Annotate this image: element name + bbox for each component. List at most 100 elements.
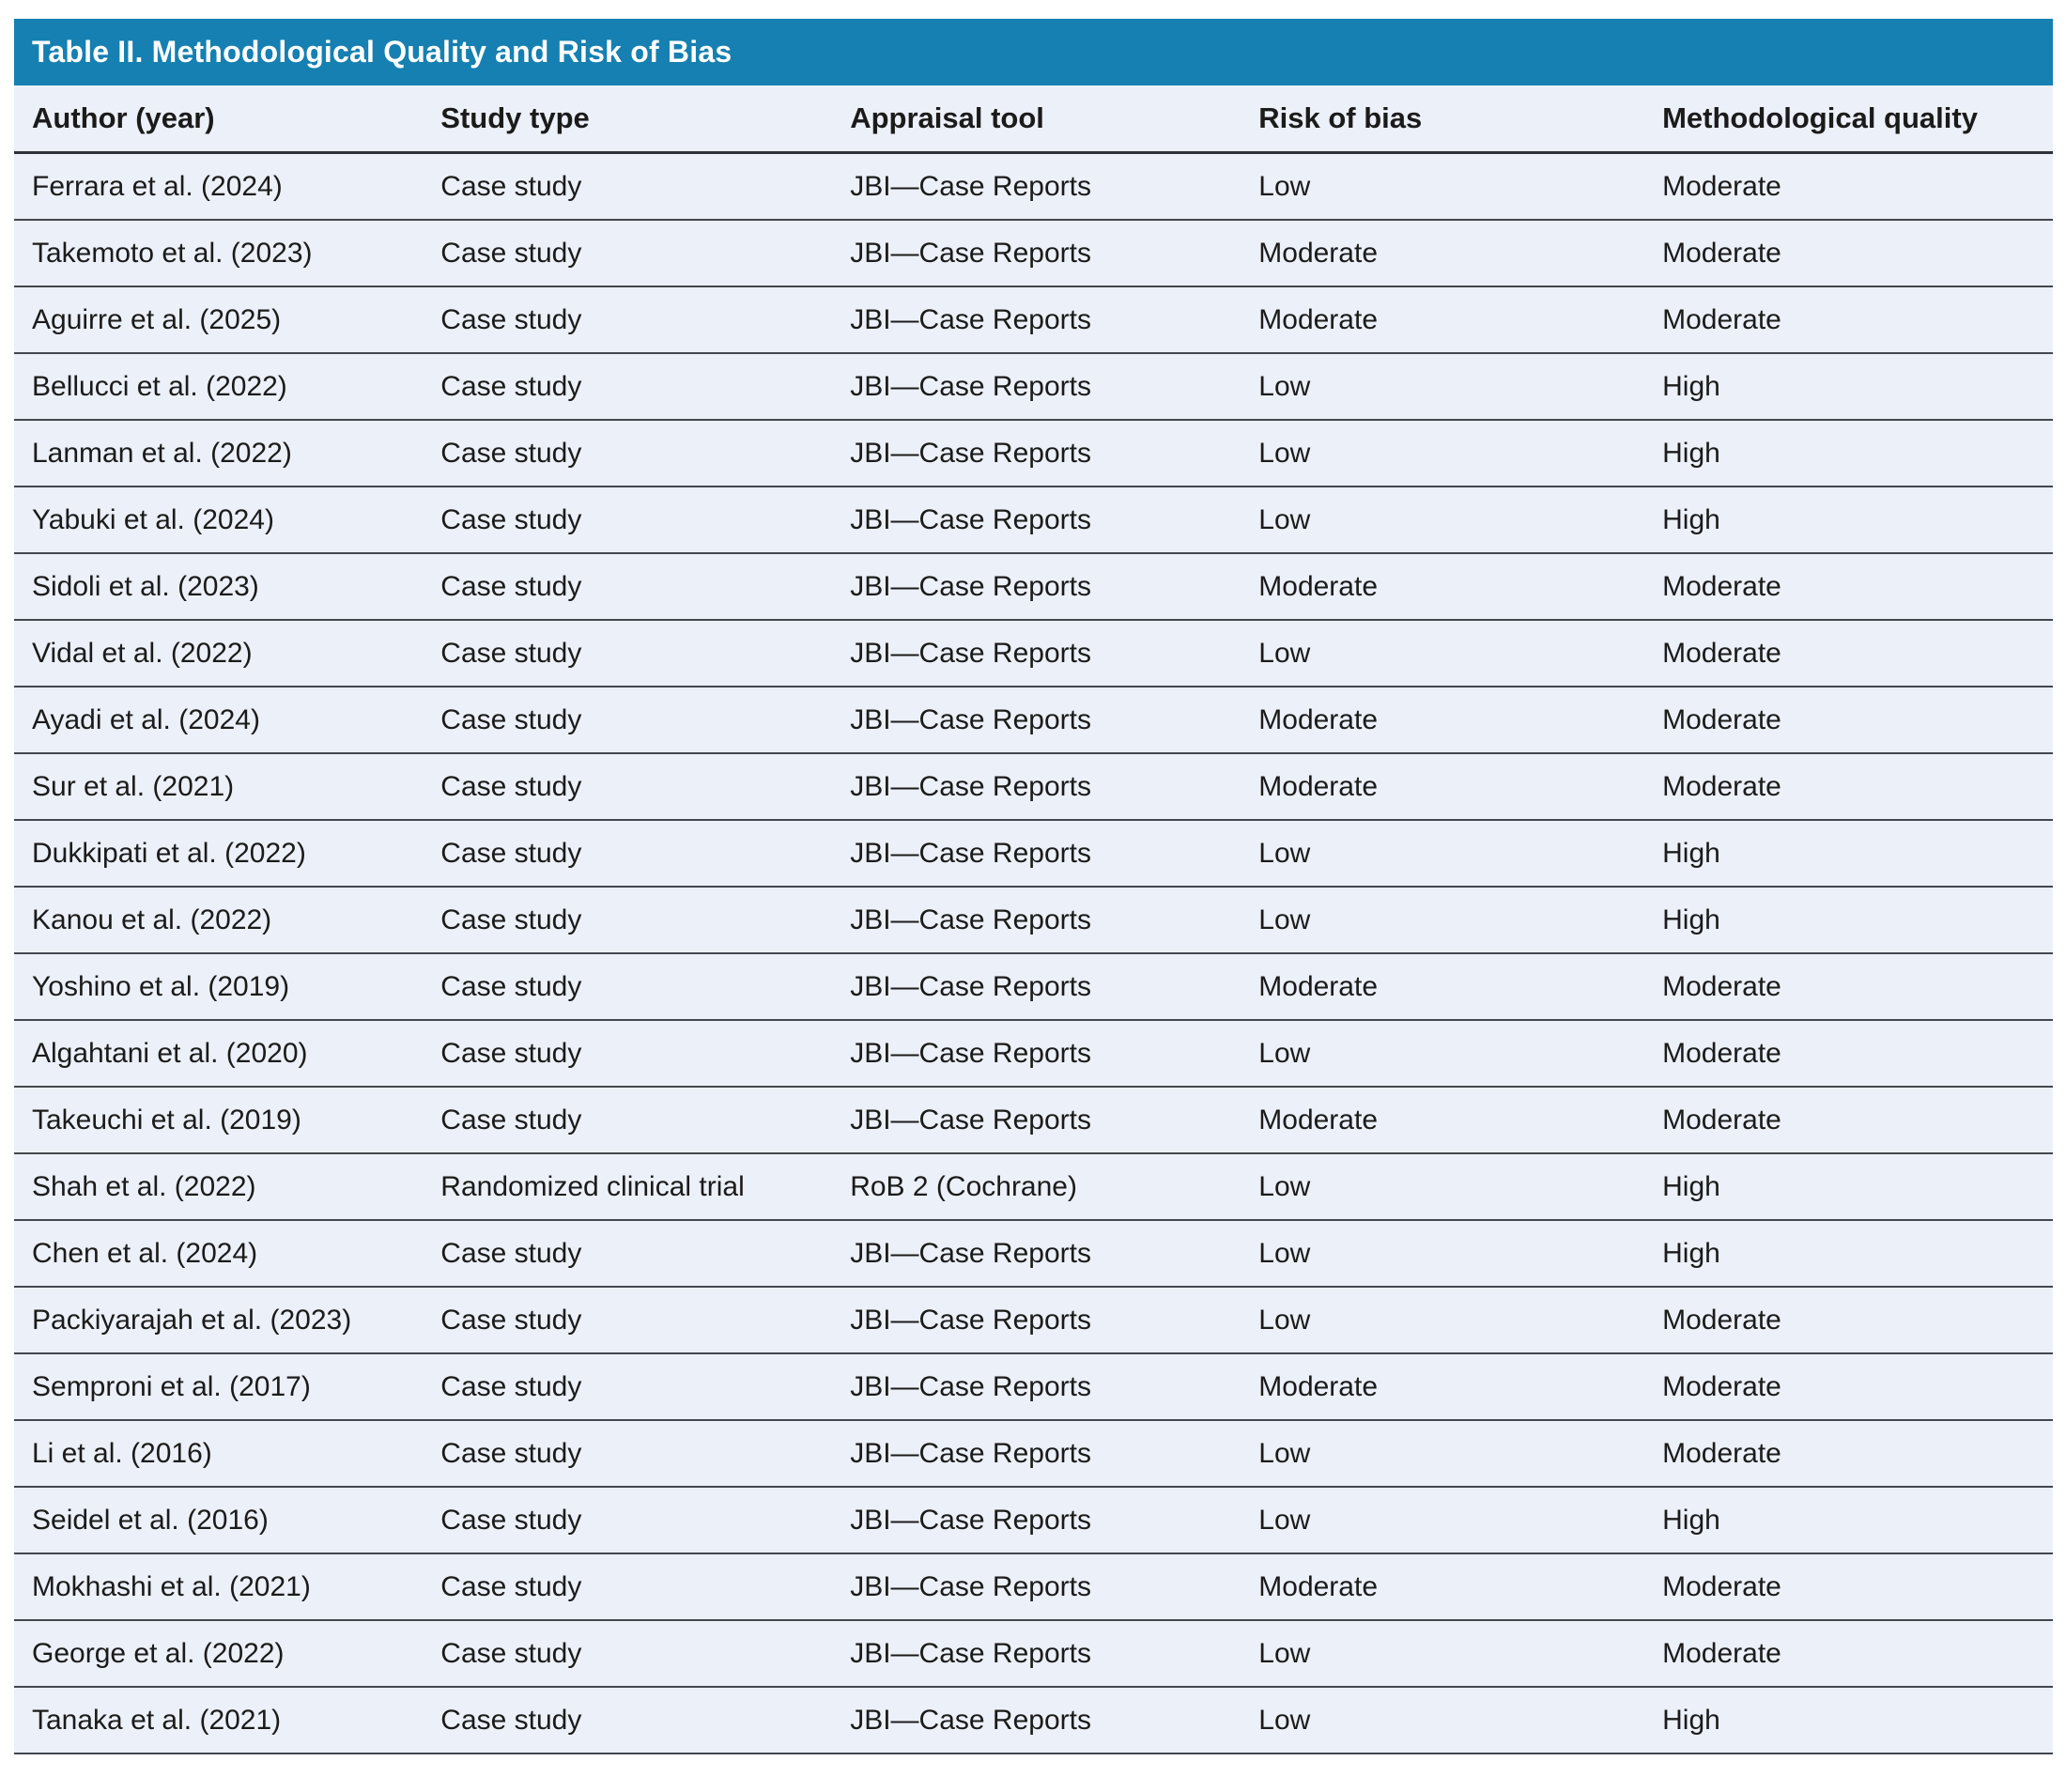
- quality-risk-table: Author (year) Study type Appraisal tool …: [14, 85, 2053, 1754]
- cell-risk-of-bias: Moderate: [1241, 1553, 1645, 1621]
- table-row: Takemoto et al. (2023) Case study JBI—Case…: [14, 220, 2053, 287]
- cell-risk-of-bias: Moderate: [1241, 553, 1645, 621]
- table-row: Ferrara et al. (2024) Case study JBI—Case …: [14, 152, 2053, 221]
- cell-risk-of-bias: Low: [1241, 887, 1645, 954]
- cell-risk-of-bias: Moderate: [1241, 1087, 1645, 1154]
- table-row: Takeuchi et al. (2019) Case study JBI—Case…: [14, 1087, 2053, 1154]
- cell-appraisal-tool: JBI—Case Reports: [832, 553, 1241, 621]
- cell-risk-of-bias: Low: [1241, 1620, 1645, 1688]
- cell-methodological-quality: Moderate: [1644, 1353, 2053, 1421]
- cell-risk-of-bias: Low: [1241, 1220, 1645, 1288]
- cell-author: Takemoto et al. (2023): [14, 220, 424, 287]
- cell-methodological-quality: High: [1644, 1687, 2053, 1754]
- cell-appraisal-tool: JBI—Case Reports: [832, 1620, 1241, 1688]
- table-row: Kanou et al. (2022) Case study JBI—Case Re…: [14, 887, 2053, 954]
- cell-appraisal-tool: JBI—Case Reports: [832, 1220, 1241, 1288]
- table-title-bar: Table II. Methodological Quality and Ris…: [14, 19, 2053, 85]
- col-header-author: Author (year): [14, 85, 424, 154]
- cell-author: Sur et al. (2021): [14, 753, 424, 821]
- cell-methodological-quality: Moderate: [1644, 687, 2053, 754]
- cell-author: Algahtani et al. (2020): [14, 1020, 424, 1088]
- cell-study-type: Case study: [423, 620, 833, 687]
- cell-methodological-quality: High: [1644, 1487, 2053, 1554]
- cell-author: Vidal et al. (2022): [14, 620, 424, 687]
- cell-methodological-quality: Moderate: [1644, 553, 2053, 621]
- cell-methodological-quality: Moderate: [1644, 1620, 2053, 1688]
- table-row: Packiyarajah et al. (2023) Case study JBI—…: [14, 1287, 2053, 1354]
- cell-appraisal-tool: JBI—Case Reports: [832, 887, 1241, 954]
- cell-appraisal-tool: JBI—Case Reports: [832, 1553, 1241, 1621]
- cell-methodological-quality: Moderate: [1644, 953, 2053, 1021]
- cell-study-type: Case study: [423, 1287, 833, 1354]
- cell-study-type: Case study: [423, 152, 833, 221]
- cell-risk-of-bias: Low: [1241, 152, 1645, 221]
- cell-methodological-quality: High: [1644, 887, 2053, 954]
- cell-study-type: Case study: [423, 753, 833, 821]
- col-header-study-type: Study type: [423, 85, 833, 154]
- cell-author: Shah et al. (2022): [14, 1153, 424, 1221]
- cell-risk-of-bias: Moderate: [1241, 687, 1645, 754]
- cell-appraisal-tool: JBI—Case Reports: [832, 1353, 1241, 1421]
- table-row: Sur et al. (2021) Case study JBI—Case Repo…: [14, 753, 2053, 821]
- cell-methodological-quality: Moderate: [1644, 1553, 2053, 1621]
- cell-appraisal-tool: JBI—Case Reports: [832, 1087, 1241, 1154]
- cell-study-type: Case study: [423, 1553, 833, 1621]
- cell-study-type: Case study: [423, 1220, 833, 1288]
- cell-author: Ferrara et al. (2024): [14, 152, 424, 221]
- table-row: Lanman et al. (2022) Case study JBI—Case R…: [14, 420, 2053, 487]
- cell-appraisal-tool: RoB 2 (Cochrane): [832, 1153, 1241, 1221]
- cell-methodological-quality: High: [1644, 353, 2053, 421]
- cell-appraisal-tool: JBI—Case Reports: [832, 1420, 1241, 1488]
- cell-study-type: Case study: [423, 553, 833, 621]
- cell-appraisal-tool: JBI—Case Reports: [832, 353, 1241, 421]
- cell-risk-of-bias: Low: [1241, 1287, 1645, 1354]
- cell-appraisal-tool: JBI—Case Reports: [832, 152, 1241, 221]
- cell-risk-of-bias: Low: [1241, 1420, 1645, 1488]
- cell-appraisal-tool: JBI—Case Reports: [832, 220, 1241, 287]
- cell-author: Yabuki et al. (2024): [14, 487, 424, 554]
- cell-risk-of-bias: Low: [1241, 820, 1645, 888]
- header-row: Author (year) Study type Appraisal tool …: [14, 85, 2053, 154]
- table-row: George et al. (2022) Case study JBI—Case R…: [14, 1620, 2053, 1688]
- cell-study-type: Case study: [423, 1620, 833, 1688]
- cell-risk-of-bias: Low: [1241, 420, 1645, 487]
- table-row: Sidoli et al. (2023) Case study JBI—Case R…: [14, 553, 2053, 621]
- cell-methodological-quality: High: [1644, 820, 2053, 888]
- cell-appraisal-tool: JBI—Case Reports: [832, 687, 1241, 754]
- cell-appraisal-tool: JBI—Case Reports: [832, 1020, 1241, 1088]
- cell-study-type: Case study: [423, 687, 833, 754]
- cell-appraisal-tool: JBI—Case Reports: [832, 286, 1241, 354]
- cell-study-type: Case study: [423, 1020, 833, 1088]
- cell-appraisal-tool: JBI—Case Reports: [832, 820, 1241, 888]
- cell-author: George et al. (2022): [14, 1620, 424, 1688]
- cell-author: Li et al. (2016): [14, 1420, 424, 1488]
- table-title: Table II. Methodological Quality and Ris…: [32, 35, 732, 69]
- cell-appraisal-tool: JBI—Case Reports: [832, 487, 1241, 554]
- cell-study-type: Case study: [423, 1487, 833, 1554]
- table-row: Chen et al. (2024) Case study JBI—Case Rep…: [14, 1220, 2053, 1288]
- cell-study-type: Case study: [423, 353, 833, 421]
- cell-appraisal-tool: JBI—Case Reports: [832, 753, 1241, 821]
- cell-appraisal-tool: JBI—Case Reports: [832, 1487, 1241, 1554]
- cell-author: Semproni et al. (2017): [14, 1353, 424, 1421]
- cell-risk-of-bias: Low: [1241, 353, 1645, 421]
- cell-author: Packiyarajah et al. (2023): [14, 1287, 424, 1354]
- cell-author: Seidel et al. (2016): [14, 1487, 424, 1554]
- table-row: Vidal et al. (2022) Case study JBI—Case Re…: [14, 620, 2053, 687]
- cell-methodological-quality: Moderate: [1644, 753, 2053, 821]
- cell-author: Aguirre et al. (2025): [14, 286, 424, 354]
- cell-author: Takeuchi et al. (2019): [14, 1087, 424, 1154]
- cell-study-type: Case study: [423, 420, 833, 487]
- cell-study-type: Case study: [423, 1687, 833, 1754]
- cell-methodological-quality: High: [1644, 420, 2053, 487]
- cell-risk-of-bias: Moderate: [1241, 286, 1645, 354]
- cell-study-type: Case study: [423, 887, 833, 954]
- table-row: Tanaka et al. (2021) Case study JBI—Case R…: [14, 1687, 2053, 1754]
- col-header-quality: Methodological quality: [1644, 85, 2053, 154]
- cell-study-type: Case study: [423, 487, 833, 554]
- cell-methodological-quality: Moderate: [1644, 620, 2053, 687]
- cell-methodological-quality: Moderate: [1644, 1287, 2053, 1354]
- cell-study-type: Randomized clinical trial: [423, 1153, 833, 1221]
- methodological-quality-table: Table II. Methodological Quality and Ris…: [14, 19, 2053, 1754]
- cell-appraisal-tool: JBI—Case Reports: [832, 420, 1241, 487]
